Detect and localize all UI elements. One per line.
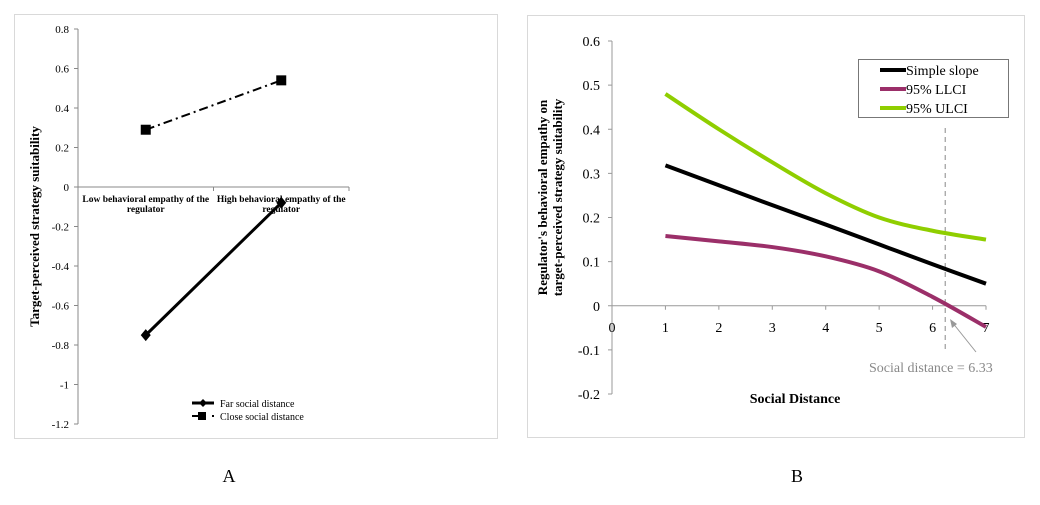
y-axis-title: Target-perceived strategy suitability bbox=[27, 126, 42, 327]
x-tick-label: 1 bbox=[662, 321, 669, 336]
data-point-square bbox=[140, 124, 151, 135]
y-tick-label: -0.6 bbox=[52, 301, 70, 313]
panel-a-chart: 0.8 0.6 0.4 0.2 0 -0.2 -0.4 -0.6 -0.8 -1 -1.2 Low b… bbox=[27, 24, 350, 431]
annotation-arrow bbox=[951, 321, 977, 353]
x-tick-label: 6 bbox=[929, 321, 936, 336]
y-tick-label: -0.1 bbox=[578, 344, 600, 359]
y-tick-label: 0.1 bbox=[583, 256, 601, 271]
x-category-label: regulator bbox=[127, 205, 166, 215]
y-tick-label: 0.4 bbox=[583, 123, 601, 138]
y-tick-label: 0.4 bbox=[55, 103, 69, 115]
data-point-diamond bbox=[140, 329, 151, 342]
x-tick-label: 0 bbox=[609, 321, 616, 336]
y-tick-label: -0.4 bbox=[52, 261, 70, 273]
y-tick-label: 0.6 bbox=[583, 35, 601, 50]
panel-b-chart: 0.6 0.5 0.4 0.3 0.2 0.1 0 -0.1 -0.2 0 1 2 3 4 5 6 7 Socia… bbox=[535, 35, 1009, 407]
y-axis-title: Regulator's behavioral empathy on bbox=[535, 99, 550, 295]
y-tick-label: 0.2 bbox=[583, 212, 601, 227]
legend-marker-diamond bbox=[199, 399, 207, 407]
legend-marker-square bbox=[198, 412, 206, 420]
x-tick-label: 7 bbox=[983, 321, 990, 336]
y-tick-label: 0.2 bbox=[55, 143, 69, 155]
y-tick-label: 0.5 bbox=[583, 79, 601, 94]
legend-label: Close social distance bbox=[220, 412, 304, 423]
data-point-diamond bbox=[276, 196, 287, 209]
legend-label: 95% LLCI bbox=[906, 83, 967, 98]
y-tick-label: -1.2 bbox=[52, 419, 69, 431]
y-tick-label: -1 bbox=[60, 380, 69, 392]
x-tick-label: 5 bbox=[876, 321, 883, 336]
y-tick-label: 0 bbox=[64, 182, 70, 194]
y-tick-label: -0.8 bbox=[52, 340, 70, 352]
legend-label: 95% ULCI bbox=[906, 102, 968, 117]
y-tick-label: -0.2 bbox=[578, 388, 600, 403]
x-tick-label: 2 bbox=[715, 321, 722, 336]
series-line-0 bbox=[664, 163, 987, 286]
y-tick-label: 0.3 bbox=[583, 167, 601, 182]
data-point-square bbox=[276, 75, 287, 86]
annotation-label: Social distance = 6.33 bbox=[869, 361, 993, 376]
series-line-1 bbox=[145, 79, 282, 131]
series-line-0 bbox=[144, 201, 283, 337]
y-tick-label: 0 bbox=[593, 300, 600, 315]
y-tick-label: 0.6 bbox=[55, 64, 69, 76]
panel-a-label: A bbox=[223, 466, 236, 486]
x-axis-title: Social Distance bbox=[750, 392, 841, 407]
annotation-arrowhead bbox=[950, 319, 957, 328]
x-tick-label: 3 bbox=[769, 321, 776, 336]
x-tick-label: 4 bbox=[822, 321, 829, 336]
legend-label: Simple slope bbox=[906, 64, 979, 79]
x-category-label: regulator bbox=[262, 205, 301, 215]
legend-label: Far social distance bbox=[220, 399, 295, 410]
series-line-1 bbox=[665, 234, 987, 329]
panel-b-label: B bbox=[791, 466, 803, 486]
y-tick-label: 0.8 bbox=[55, 24, 69, 36]
x-category-label: Low behavioral empathy of the bbox=[82, 195, 209, 205]
series-line-2 bbox=[664, 92, 987, 242]
y-tick-label: -0.2 bbox=[52, 222, 69, 234]
y-axis-title: target-perceived strategy suitability bbox=[550, 98, 565, 296]
